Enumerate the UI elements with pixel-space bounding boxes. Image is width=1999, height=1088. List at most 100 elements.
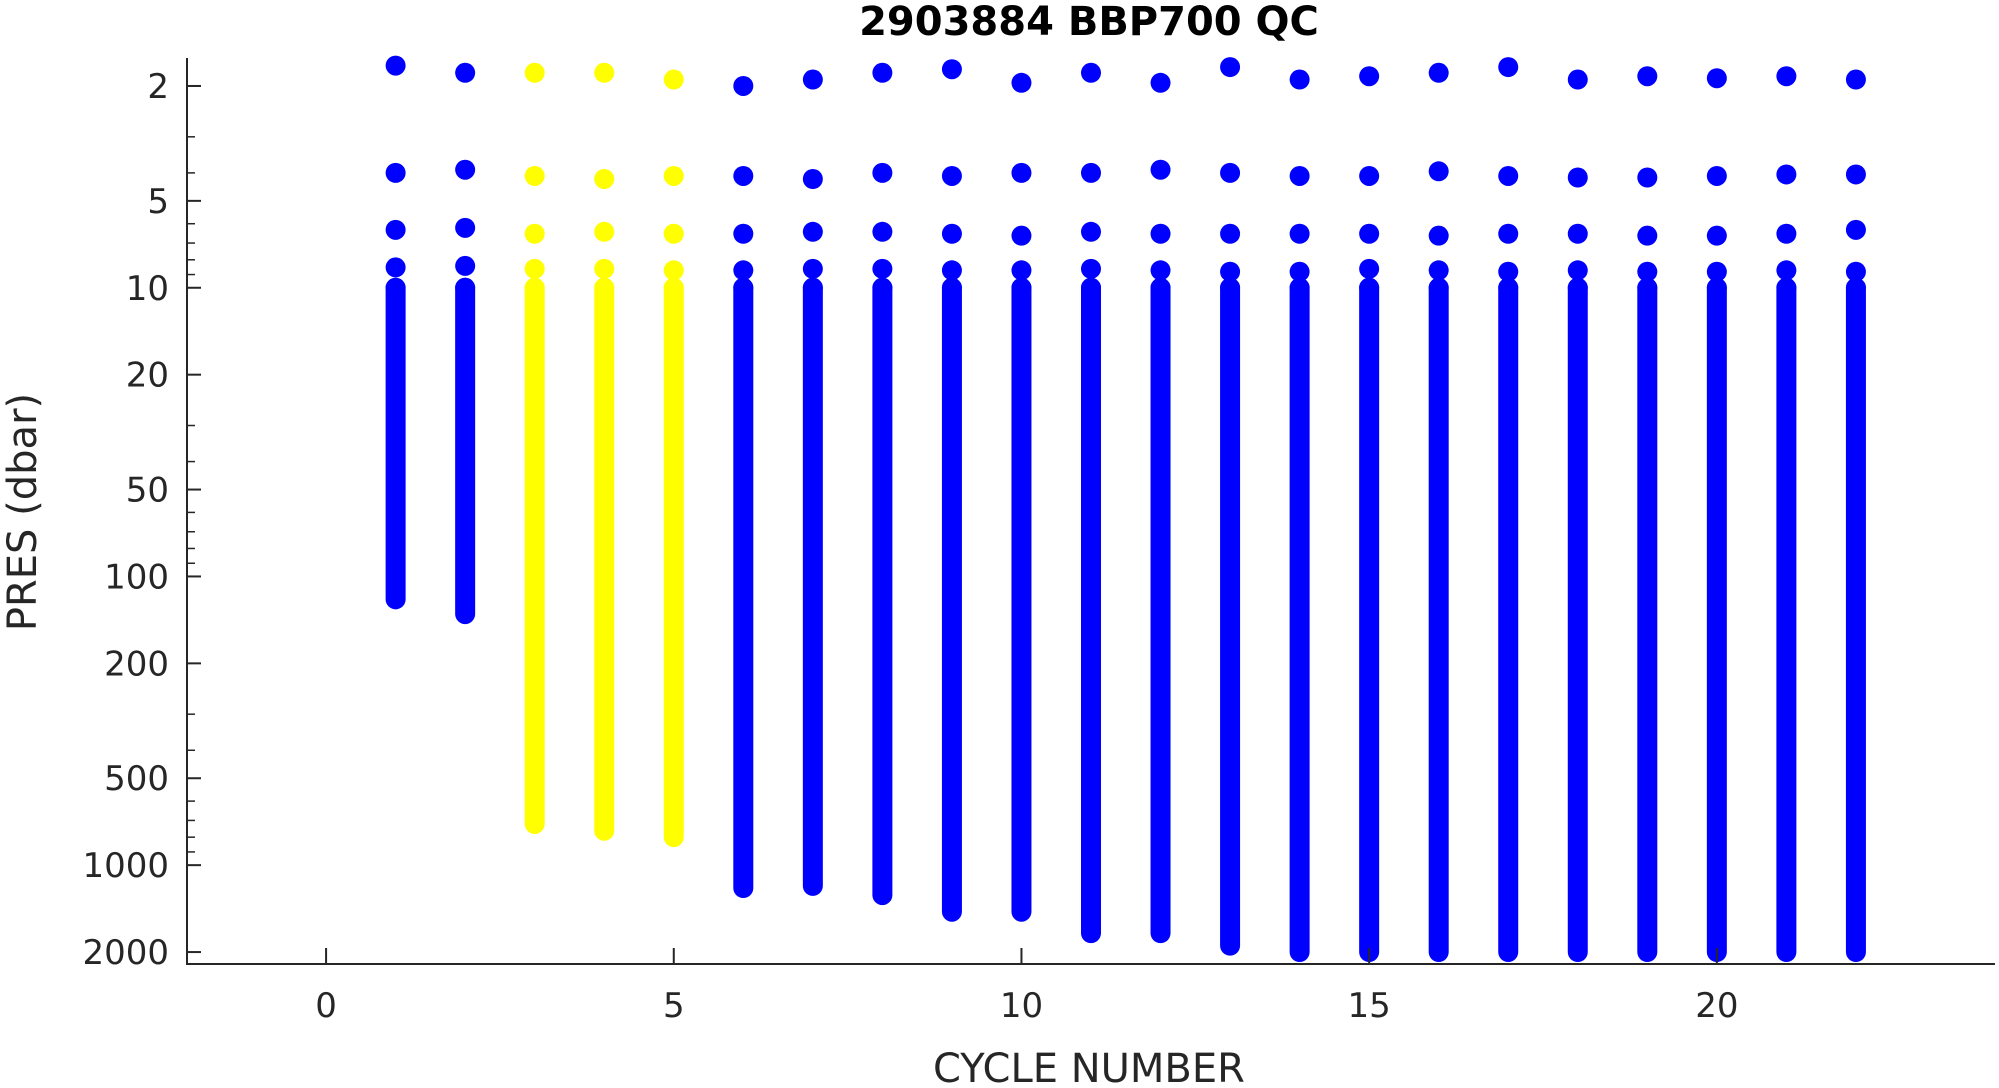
data-point <box>1637 167 1658 188</box>
x-axis-ticks: 0 5 10 15 20 <box>315 948 1738 1026</box>
data-point <box>1359 66 1380 87</box>
data-point <box>1150 260 1171 281</box>
data-point <box>1011 260 1032 281</box>
data-point <box>1359 258 1380 279</box>
data-point <box>872 62 893 83</box>
data-point <box>1845 261 1866 282</box>
data-point <box>524 165 545 186</box>
data-point <box>1706 165 1727 186</box>
x-tick-label: 0 <box>315 986 337 1026</box>
data-point <box>1359 165 1380 186</box>
data-point <box>455 159 476 180</box>
data-point <box>1637 225 1658 246</box>
data-point <box>1498 223 1519 244</box>
data-point <box>1845 164 1866 185</box>
data-point <box>1428 161 1449 182</box>
data-point <box>1567 223 1588 244</box>
data-point <box>385 219 406 240</box>
y-tick-label: 20 <box>126 356 169 396</box>
data-point <box>872 162 893 183</box>
x-tick-label: 10 <box>1000 986 1043 1026</box>
y-tick-label: 2 <box>147 67 169 107</box>
data-point <box>1081 62 1101 83</box>
data-point <box>594 168 615 189</box>
data-point <box>1150 159 1171 180</box>
data-point <box>1498 57 1519 78</box>
y-tick-label: 50 <box>126 471 169 511</box>
data-point <box>1011 225 1032 246</box>
data-point <box>663 260 684 281</box>
data-point <box>1011 162 1032 183</box>
y-tick-label: 100 <box>104 557 169 597</box>
data-point <box>941 165 962 186</box>
data-point <box>663 223 684 244</box>
data-point <box>733 165 754 186</box>
y-tick-label: 200 <box>104 644 169 684</box>
x-axis-title: CYCLE NUMBER <box>933 1046 1245 1088</box>
data-point <box>1637 66 1658 87</box>
data-point <box>872 221 893 242</box>
data-point <box>1776 66 1797 87</box>
data-point <box>1845 69 1866 90</box>
data-point <box>802 258 823 279</box>
data-point <box>733 75 754 96</box>
data-point <box>733 260 754 281</box>
data-point <box>1011 72 1032 93</box>
data-point <box>1081 162 1101 183</box>
data-point <box>1776 223 1797 244</box>
data-point <box>385 55 406 76</box>
data-point <box>1220 162 1241 183</box>
data-point <box>1706 225 1727 246</box>
data-point <box>802 69 823 90</box>
data-point <box>455 255 476 276</box>
data-point <box>1220 57 1241 78</box>
chart-title: 2903884 BBP700 QC <box>859 0 1319 45</box>
data-point <box>1081 221 1101 242</box>
data-point <box>1289 69 1310 90</box>
data-point <box>941 59 962 80</box>
data-point <box>1150 223 1171 244</box>
data-point <box>1359 223 1380 244</box>
x-tick-label: 20 <box>1695 986 1738 1026</box>
y-tick-label: 10 <box>126 269 169 309</box>
data-point <box>872 258 893 279</box>
y-tick-label: 1000 <box>82 846 169 886</box>
data-point <box>524 62 545 83</box>
y-tick-label: 2000 <box>82 933 169 973</box>
data-point <box>1706 68 1727 89</box>
data-point <box>1498 261 1519 282</box>
data-point <box>594 258 615 279</box>
data-point <box>1150 72 1171 93</box>
data-point <box>594 62 615 83</box>
y-tick-label: 5 <box>147 182 169 222</box>
data-point <box>1289 261 1310 282</box>
data-point <box>1220 261 1241 282</box>
data-point <box>524 223 545 244</box>
data-point <box>455 62 476 83</box>
data-point <box>941 223 962 244</box>
y-axis-ticks: 2 5 10 20 50 100 200 500 1000 2000 <box>82 67 201 973</box>
x-tick-label: 5 <box>663 986 685 1026</box>
data-point <box>1706 261 1727 282</box>
data-point <box>1637 261 1658 282</box>
data-point <box>941 260 962 281</box>
data-point <box>1498 165 1519 186</box>
data-point <box>1289 223 1310 244</box>
data-point <box>1220 223 1241 244</box>
data-point <box>1567 69 1588 90</box>
data-point <box>1567 260 1588 281</box>
data-point <box>1428 260 1449 281</box>
x-tick-label: 15 <box>1348 986 1391 1026</box>
data-point <box>663 165 684 186</box>
data-point <box>733 223 754 244</box>
data-point <box>524 258 545 279</box>
data-point <box>1081 258 1101 279</box>
data-point <box>385 257 406 278</box>
data-point <box>1428 62 1449 83</box>
data-point <box>1776 260 1797 281</box>
data-point <box>1776 164 1797 185</box>
data-point <box>802 168 823 189</box>
data-point <box>1428 225 1449 246</box>
data-point <box>663 69 684 90</box>
